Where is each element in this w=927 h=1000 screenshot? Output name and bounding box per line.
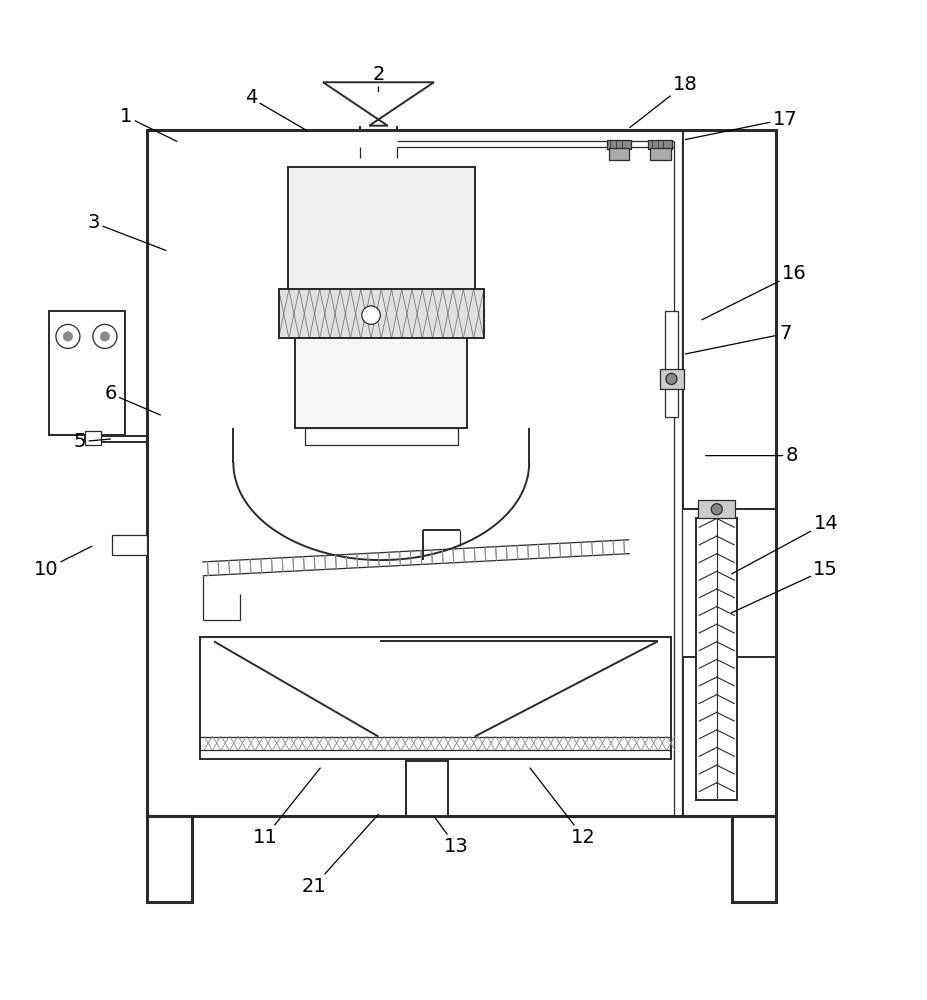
Text: 1: 1 [120, 107, 177, 141]
Text: 7: 7 [685, 324, 792, 354]
Bar [200, 637, 671, 759]
Bar [607, 140, 630, 149]
Bar [84, 396, 107, 412]
Bar [84, 366, 107, 383]
Text: 8: 8 [705, 446, 798, 465]
Bar [58, 366, 81, 383]
Text: 5: 5 [74, 432, 110, 451]
Bar [147, 130, 776, 816]
Text: 16: 16 [702, 264, 806, 320]
Circle shape [63, 332, 72, 341]
Text: 17: 17 [685, 110, 797, 140]
Bar [731, 816, 776, 902]
Text: 10: 10 [33, 546, 92, 579]
Bar [650, 148, 670, 160]
Text: 21: 21 [301, 814, 378, 896]
Bar [648, 140, 672, 149]
Polygon shape [323, 82, 434, 126]
Text: 2: 2 [373, 65, 385, 91]
Bar [406, 761, 448, 816]
Text: 11: 11 [252, 768, 320, 847]
Text: 13: 13 [434, 816, 468, 856]
Text: 3: 3 [88, 213, 166, 250]
Bar [288, 167, 475, 289]
Circle shape [362, 306, 380, 324]
Circle shape [711, 504, 722, 515]
Bar [49, 311, 125, 435]
Text: 15: 15 [731, 560, 838, 613]
Circle shape [100, 332, 109, 341]
Bar [58, 396, 81, 412]
Circle shape [93, 324, 117, 348]
Text: 18: 18 [629, 75, 698, 128]
Text: 4: 4 [245, 88, 307, 130]
Text: 6: 6 [104, 384, 160, 415]
Bar [665, 311, 678, 417]
Text: 12: 12 [530, 768, 596, 847]
Bar [147, 816, 192, 902]
Bar [696, 518, 737, 800]
Bar [609, 148, 629, 160]
Bar [660, 369, 684, 389]
Text: 14: 14 [731, 514, 838, 574]
Bar [112, 535, 147, 555]
Bar [305, 428, 458, 445]
Bar [279, 289, 484, 338]
Circle shape [666, 373, 677, 384]
Bar [698, 500, 735, 518]
Bar [279, 289, 484, 338]
Bar [296, 338, 467, 428]
Circle shape [56, 324, 80, 348]
Bar [84, 431, 101, 445]
